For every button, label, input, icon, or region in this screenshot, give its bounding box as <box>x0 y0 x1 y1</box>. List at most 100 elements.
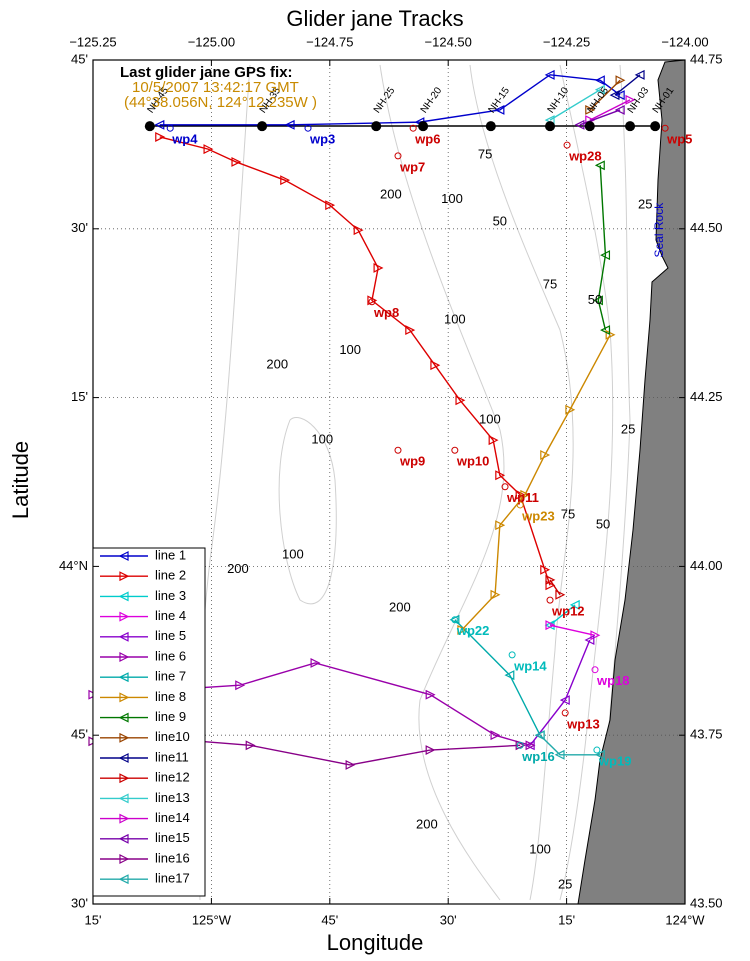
x-tick-label: 45' <box>321 912 338 927</box>
waypoint <box>593 746 601 754</box>
track-marker <box>615 75 626 86</box>
contour-label: 200 <box>227 561 249 576</box>
waypoint-label: wp5 <box>666 132 692 147</box>
track-marker <box>594 84 605 95</box>
contour-label: 100 <box>339 342 361 357</box>
track-marker <box>559 695 570 706</box>
waypoint-label: wp23 <box>521 508 555 523</box>
legend-label: line11 <box>155 749 189 764</box>
track-line <box>461 334 611 631</box>
track-marker <box>154 119 165 130</box>
track-marker <box>545 574 556 585</box>
contour-label: 50 <box>493 213 507 228</box>
track-marker <box>515 489 526 500</box>
contour-label: 100 <box>311 432 333 447</box>
track-marker <box>614 104 625 115</box>
chart-title: Glider jane Tracks <box>286 6 463 31</box>
y2-tick-label: 44.75 <box>690 51 723 66</box>
legend-marker <box>118 712 129 723</box>
waypoint-label: wp4 <box>171 132 198 147</box>
contour-label: 200 <box>416 816 438 831</box>
waypoint-label: wp8 <box>373 305 399 320</box>
legend-label: line16 <box>155 850 190 865</box>
contour-label: 25 <box>638 197 652 212</box>
waypoint <box>368 298 376 306</box>
track-marker <box>594 749 605 760</box>
land <box>577 59 686 905</box>
track-marker <box>231 156 242 167</box>
track-marker <box>455 395 466 406</box>
legend-marker <box>119 611 130 622</box>
track-marker <box>540 564 551 575</box>
tracks <box>88 69 645 770</box>
track-marker <box>609 90 620 101</box>
track-marker <box>325 200 336 211</box>
legend-label: line 6 <box>155 648 186 663</box>
y-tick-label: 30' <box>71 220 88 235</box>
track-marker <box>495 470 506 481</box>
legend-marker <box>119 732 130 743</box>
track-line <box>549 624 596 636</box>
station <box>144 121 155 132</box>
track-marker <box>574 119 585 130</box>
x-tick-label: 124°W <box>665 912 705 927</box>
station <box>418 121 429 132</box>
x2-tick-label: −125.25 <box>69 34 116 49</box>
legend-marker <box>118 551 129 561</box>
legend-marker <box>119 692 130 703</box>
contour-label: 25 <box>558 877 572 892</box>
track-marker <box>634 69 645 80</box>
legend-label: line12 <box>155 770 190 785</box>
waypoint <box>516 501 524 509</box>
y-tick-label: 45' <box>71 727 88 742</box>
waypoint-label: wp18 <box>596 673 630 688</box>
track-marker <box>490 730 501 741</box>
fix-time: 10/5/2007 13:42:17 GMT <box>132 79 299 96</box>
track-marker <box>155 132 166 142</box>
waypoint-label: wp19 <box>598 753 632 768</box>
track-line <box>589 99 631 121</box>
y-tick-label: 44°N <box>59 558 88 573</box>
track-marker <box>594 160 605 171</box>
legend-marker <box>119 773 130 784</box>
contour-label: 75 <box>543 276 557 291</box>
track-marker <box>345 759 356 770</box>
y-tick-label: 15' <box>71 389 88 404</box>
contour-label: 100 <box>444 311 466 326</box>
waypoint-label: wp3 <box>309 132 335 147</box>
waypoint-label: wp13 <box>566 716 600 731</box>
track-marker <box>425 745 436 756</box>
track-marker <box>235 680 246 691</box>
legend-label: line 8 <box>155 689 186 704</box>
waypoint-label: wp16 <box>521 749 555 764</box>
track-marker <box>555 589 566 600</box>
y-tick-label: 45' <box>71 51 88 66</box>
waypoint <box>451 446 459 454</box>
track-marker <box>353 225 364 236</box>
track-marker <box>569 599 580 610</box>
legend-marker <box>119 854 130 864</box>
legend-label: line 5 <box>155 628 186 643</box>
track-marker <box>504 670 515 681</box>
track-line <box>92 662 531 747</box>
legend-marker <box>118 672 129 683</box>
track-marker <box>430 360 441 371</box>
legend-marker <box>119 813 130 824</box>
station <box>371 121 382 132</box>
legend-marker <box>119 652 130 662</box>
contour-line <box>278 417 337 605</box>
station <box>584 121 595 132</box>
track-line <box>597 165 607 331</box>
track-marker <box>540 450 551 460</box>
track-marker <box>488 435 499 446</box>
x2-tick-label: −124.50 <box>425 34 472 49</box>
contour-label: 200 <box>380 186 402 201</box>
legend-label: line 3 <box>155 588 186 603</box>
legend-label: line 2 <box>155 568 186 583</box>
contour-label: 75 <box>561 507 575 522</box>
contour-label: 50 <box>588 292 602 307</box>
contour-line <box>469 64 574 901</box>
contour-label: 50 <box>596 517 610 532</box>
y-tick-label: 30' <box>71 895 88 910</box>
